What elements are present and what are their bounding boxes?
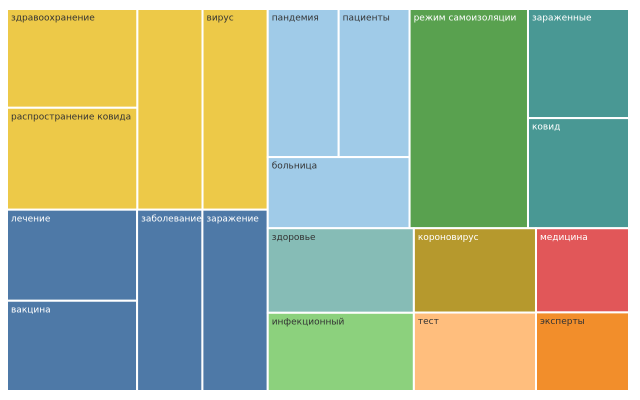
treemap-cell <box>266 311 415 393</box>
treemap-cell <box>266 8 340 159</box>
cell-label: короновирус <box>418 233 479 243</box>
treemap-cell <box>408 8 529 230</box>
treemap-cell <box>337 8 411 159</box>
treemap-cell <box>412 311 537 392</box>
cell-label: пациенты <box>343 14 390 24</box>
treemap-cell <box>534 311 630 392</box>
cell-label: эксперты <box>540 317 585 327</box>
treemap-cell <box>136 208 204 392</box>
treemap-cell <box>526 117 631 230</box>
treemap-cell <box>6 106 139 211</box>
treemap-cell <box>412 227 537 314</box>
treemap-cell <box>6 208 139 302</box>
treemap-cell <box>266 156 411 230</box>
treemap-cell <box>534 227 630 314</box>
cell-label: вирус <box>207 14 234 24</box>
treemap-cell <box>6 299 139 392</box>
cell-label: зараженные <box>532 14 592 24</box>
cell-label: здоровье <box>272 233 316 243</box>
cell-label: тест <box>418 317 439 327</box>
cell-label: вакцина <box>11 305 51 315</box>
cell-label: ковид <box>532 123 560 133</box>
treemap-cell <box>201 8 269 211</box>
treemap-cell <box>526 8 631 120</box>
treemap-cell <box>201 208 269 392</box>
cell-label: больница <box>272 162 318 172</box>
treemap-cell <box>136 8 204 211</box>
treemap-cell <box>6 8 139 109</box>
cell-label: заболевание <box>141 214 202 224</box>
cell-label: лечение <box>11 214 51 224</box>
cell-label: инфекционный <box>272 317 345 327</box>
cell-label: заражение <box>206 214 259 224</box>
cell-label: медицина <box>540 233 588 243</box>
cell-label: режим самоизоляции <box>414 14 517 24</box>
cell-label: распространение ковида <box>11 112 131 122</box>
cell-label: здравоохранение <box>11 14 95 24</box>
cell-label: пандемия <box>272 14 319 24</box>
